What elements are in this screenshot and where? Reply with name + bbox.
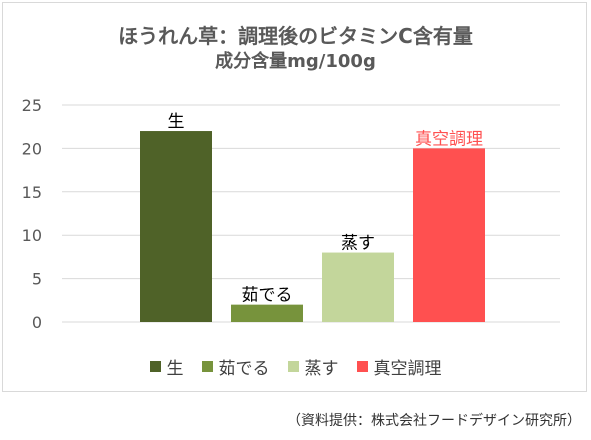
legend-label: 蒸す: [304, 359, 339, 379]
legend-item: 蒸す: [287, 354, 339, 379]
data-label: 真空調理: [415, 129, 483, 149]
legend-label: 茹でる: [218, 359, 270, 379]
bar-2: [322, 252, 394, 322]
y-tick-label: 20: [22, 139, 42, 158]
legend-item: 茹でる: [201, 354, 270, 379]
legend-item: 真空調理: [356, 354, 442, 379]
legend-swatch: [149, 361, 161, 372]
y-tick-label: 25: [22, 96, 42, 115]
legend-label: 生: [166, 359, 184, 379]
legend-swatch: [356, 361, 368, 372]
legend-swatch: [201, 361, 213, 372]
legend-swatch: [287, 361, 299, 372]
bar-3: [413, 148, 485, 322]
legend-label: 真空調理: [373, 359, 442, 379]
bar-0: [140, 131, 212, 322]
legend: 生 茹でる 蒸す 真空調理: [0, 354, 591, 379]
y-tick-label: 15: [22, 183, 42, 202]
y-tick-label: 10: [22, 226, 42, 245]
source-note: （資料提供：株式会社フードデザイン研究所）: [287, 413, 581, 429]
y-tick-label: 0: [32, 313, 42, 332]
chart-subtitle: 成分含量mg/100g: [215, 51, 376, 72]
y-tick-label: 5: [32, 270, 42, 289]
chart-title: ほうれん草：調理後のビタミンC含有量: [118, 24, 473, 48]
data-label: 蒸す: [341, 234, 375, 254]
chart-frame: [2, 2, 587, 392]
bar-1: [231, 304, 303, 322]
legend-item: 生: [149, 354, 184, 379]
data-label: 茹でる: [242, 286, 293, 306]
data-label: 生: [168, 112, 185, 132]
